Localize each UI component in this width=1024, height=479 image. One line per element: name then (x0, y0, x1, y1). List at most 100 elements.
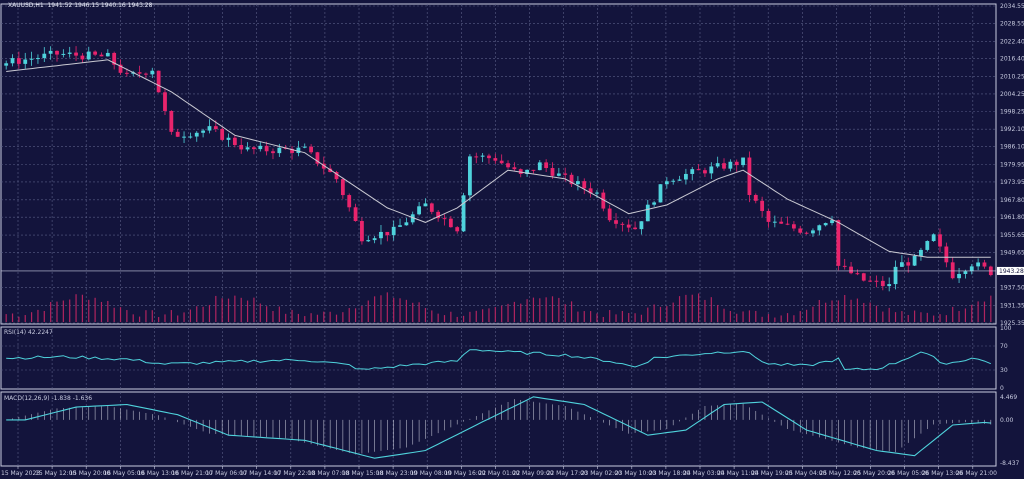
bull-candle (652, 202, 657, 205)
volume-bar (837, 300, 839, 322)
bear-candle (93, 51, 98, 55)
volume-bar (393, 297, 395, 322)
macd-signal-line (6, 396, 991, 459)
price-tick-label: 1961.80 (1000, 214, 1024, 221)
bull-candle (150, 70, 155, 75)
volume-bar (647, 307, 649, 322)
volume-bar (678, 296, 681, 322)
bull-candle (823, 223, 828, 226)
bull-candle (537, 162, 542, 171)
bear-candle (448, 218, 453, 228)
bear-candle (239, 145, 244, 150)
volume-bar (831, 300, 833, 322)
price-tick-label: 1949.65 (1000, 249, 1024, 256)
bear-candle (290, 148, 294, 153)
volume-bar (748, 310, 751, 322)
volume-bar (215, 295, 217, 322)
volume-bar (907, 314, 909, 322)
bull-candle (201, 130, 206, 133)
volume-bar (348, 308, 350, 322)
price-tick-label: 1986.10 (1000, 144, 1024, 151)
bear-candle (493, 158, 498, 161)
volume-bar (812, 306, 814, 322)
volume-bar (189, 309, 192, 322)
volume-bar (107, 300, 109, 322)
bear-candle (588, 188, 593, 194)
volume-bar (564, 304, 566, 322)
time-tick-label: 19 May 16:00 (444, 470, 485, 477)
volume-bar (494, 307, 496, 322)
volume-bar (253, 297, 255, 322)
volume-bar (863, 302, 865, 322)
time-tick-label: 22 May 01:00 (478, 470, 519, 477)
bear-candle (791, 224, 796, 229)
bear-candle (499, 160, 504, 164)
volume-bar (577, 311, 579, 322)
volume-bar (729, 310, 731, 322)
bear-candle (429, 203, 434, 212)
volume-bar (43, 311, 45, 322)
bull-candle (182, 136, 186, 138)
bull-candle (10, 58, 15, 64)
bear-candle (112, 52, 117, 65)
bear-candle (518, 169, 523, 174)
bear-candle (861, 273, 866, 281)
volume-bar (69, 299, 71, 322)
volume-bar (81, 294, 84, 322)
bull-candle (398, 225, 402, 227)
volume-bar (24, 315, 26, 322)
bear-candle (747, 157, 752, 195)
bear-candle (607, 208, 612, 221)
bear-candle (80, 55, 85, 60)
volume-bar (761, 316, 763, 322)
macd-tick-label: 0.00 (1000, 417, 1014, 424)
volume-bar (888, 307, 890, 322)
volume-bar (405, 299, 407, 322)
rsi-tick-label: 30 (1000, 367, 1008, 374)
bear-candle (804, 232, 809, 234)
bear-candle (137, 72, 142, 74)
volume-bar (50, 301, 52, 322)
bull-candle (925, 241, 930, 250)
time-tick-label: 26 May 21:00 (956, 470, 997, 477)
price-tick-label: 2028.55 (1000, 20, 1024, 27)
volume-bar (196, 306, 198, 322)
bear-candle (880, 280, 885, 287)
panel-frame (0, 326, 997, 390)
volume-bar (545, 297, 547, 322)
bull-candle (36, 58, 40, 60)
time-tick-label: 16 May 13:00 (137, 470, 178, 477)
volume-bar (158, 317, 160, 322)
time-tick-label: 24 May 11:00 (717, 470, 758, 477)
bull-candle (576, 181, 580, 185)
time-tick-label: 23 May 18:00 (649, 470, 690, 477)
time-tick-label: 23 May 10:00 (615, 470, 656, 477)
bear-candle (385, 231, 390, 236)
time-tick-label: 16 May 21:00 (172, 470, 213, 477)
volume-bar (698, 293, 700, 322)
volume-bar (672, 302, 674, 322)
bull-candle (684, 173, 688, 180)
bear-candle (766, 210, 771, 222)
price-tick-label: 2022.40 (1000, 38, 1024, 45)
price-tick-label: 1937.50 (1000, 285, 1024, 292)
bull-candle (957, 273, 961, 279)
bull-candle (690, 169, 695, 174)
volume-bar (272, 310, 274, 322)
volume-bar (825, 302, 827, 322)
bull-candle (595, 192, 599, 194)
bull-candle (887, 284, 892, 287)
volume-bar (297, 313, 299, 322)
bull-candle (391, 226, 396, 236)
volume-bar (183, 312, 185, 322)
bear-candle (849, 266, 853, 274)
bear-candle (506, 163, 510, 168)
volume-bar (507, 303, 509, 322)
bull-candle (963, 271, 968, 274)
volume-bar (850, 299, 852, 322)
bear-candle (315, 152, 320, 164)
bull-candle (105, 52, 110, 57)
bear-candle (156, 70, 161, 93)
volume-bar (113, 307, 115, 322)
